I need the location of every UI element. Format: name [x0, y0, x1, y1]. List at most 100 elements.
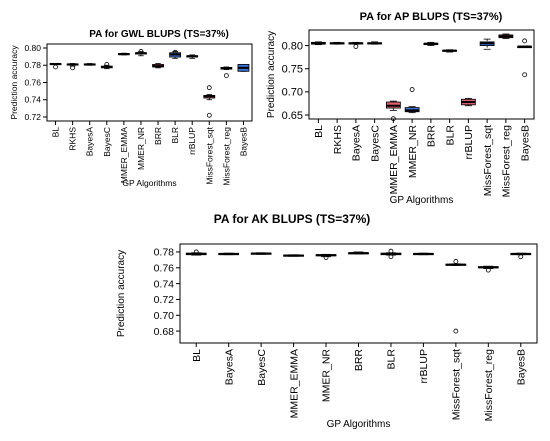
plot-frame — [179, 243, 538, 344]
y-tick-label: 0.76 — [24, 77, 41, 87]
box-BRR — [423, 41, 439, 46]
y-tick-label: 0.74 — [24, 95, 41, 105]
outlier-point — [353, 44, 359, 49]
x-tick-label: BayesA — [223, 349, 235, 385]
outlier-point — [206, 85, 212, 91]
outlier-point — [453, 259, 459, 264]
y-tick-label: 0.68 — [154, 326, 175, 338]
box-BayesA — [348, 41, 364, 49]
box-MissForest_reg — [498, 33, 514, 40]
x-tick-label: BRR — [426, 125, 438, 148]
x-tick-label: BL — [313, 125, 325, 138]
y-tick-label: 0.72 — [154, 294, 175, 306]
outlier-point — [193, 249, 199, 255]
x-tick-label: MissForest_sqt — [451, 349, 463, 420]
chart-title: PA for AP BLUPS (TS=37%) — [360, 11, 503, 23]
chart-panel-1: PA for GWL BLUPS (TS=37%) 0.72 0.74 0.76 0.7… — [9, 29, 253, 188]
x-tick-label: MMER_EMMA — [119, 127, 129, 184]
y-tick-label: 0.70 — [282, 87, 303, 99]
x-tick-label: MissForest_reg — [483, 349, 495, 422]
y-tick-label: 0.78 — [24, 60, 41, 70]
outlier-point — [388, 248, 394, 254]
y-tick-label: 0.80 — [24, 43, 41, 53]
box-BayesC — [250, 252, 272, 255]
y-tick-label: 0.75 — [282, 64, 303, 76]
y-tick-label: 0.74 — [154, 278, 175, 290]
x-tick-label: RKHS — [68, 127, 78, 151]
box-BayesA — [218, 252, 240, 256]
x-axis-label: GP Algorithms — [390, 195, 454, 206]
x-tick-label: MissForest_sqt — [204, 126, 214, 184]
y-tick-label: 0.65 — [282, 110, 303, 122]
outlier-point — [206, 112, 212, 118]
outlier-point — [388, 254, 394, 260]
y-tick-label: 0.78 — [154, 247, 175, 259]
box-BLR — [169, 49, 182, 59]
x-tick-label: BRR — [153, 127, 163, 145]
box-MissForest_sqt — [203, 85, 216, 118]
x-tick-label: MMER_EMMA — [388, 125, 400, 194]
x-tick-label: BL — [51, 127, 61, 138]
box-MMER_NR — [315, 253, 337, 260]
box-rrBLUP — [460, 97, 476, 107]
box-BayesB — [510, 252, 532, 260]
box-rrBLUP — [186, 54, 199, 59]
outlier-point — [138, 49, 144, 54]
box-BL — [310, 41, 326, 46]
x-tick-label: RKHS — [332, 125, 344, 154]
x-axis-label: GP Algorithms — [327, 419, 391, 430]
box-BayesC — [100, 61, 113, 70]
chart-title: PA for AK BLUPS (TS=37%) — [214, 212, 371, 226]
box-RKHS — [329, 41, 345, 45]
x-tick-label: BayesC — [369, 125, 381, 162]
x-tick-label: MMER_NR — [407, 125, 419, 179]
box-BayesC — [367, 41, 383, 45]
box-MissForest_reg — [477, 265, 499, 273]
box-MMER_EMMA — [385, 100, 401, 122]
box-MissForest_reg — [220, 66, 233, 78]
x-tick-label: rrBLUP — [463, 125, 475, 159]
chart-panel-3: PA for AK BLUPS (TS=37%) 0.68 0.70 0.72 0.74… — [116, 212, 538, 430]
y-tick-label: 0.70 — [154, 310, 175, 322]
x-tick-label: MMER_NR — [321, 349, 333, 403]
x-tick-label: BayesA — [351, 125, 363, 161]
outlier-point — [390, 116, 396, 122]
chart-panel-2: PA for AP BLUPS (TS=37%) 0.65 0.70 0.75 0.80… — [266, 11, 535, 206]
x-tick-label: BLR — [386, 349, 398, 370]
x-tick-label: BLR — [170, 127, 180, 144]
outlier-point — [53, 64, 58, 70]
box-rrBLUP — [413, 252, 434, 256]
box-MissForest_sqt — [445, 259, 467, 334]
y-tick-label: 0.72 — [24, 112, 41, 122]
x-tick-label: MissForest_sqt — [482, 125, 494, 196]
x-tick-label: rrBLUP — [418, 349, 430, 383]
outlier-point — [453, 328, 459, 334]
box-MMER_NR — [404, 87, 420, 114]
plot-frame — [308, 29, 535, 120]
box-MissForest_sqt — [479, 38, 495, 50]
outlier-point — [104, 61, 110, 67]
outlier-point — [172, 49, 178, 55]
outlier-point — [522, 72, 528, 78]
x-tick-label: BayesA — [85, 127, 95, 157]
box-BLR — [380, 248, 402, 260]
x-axis-label: GP Algorithms — [122, 178, 176, 188]
x-tick-label: BLR — [444, 125, 456, 146]
x-tick-label: MissForest_reg — [501, 125, 513, 198]
box-MMER_EMMA — [283, 254, 304, 257]
outlier-point — [223, 73, 229, 78]
outlier-point — [518, 254, 524, 260]
box-RKHS — [66, 63, 79, 71]
x-tick-label: rrBLUP — [187, 127, 197, 155]
outlier-point — [485, 267, 491, 273]
box-BL — [49, 62, 62, 70]
x-tick-label: BayesB — [519, 125, 531, 161]
x-tick-label: MMER_NR — [136, 127, 146, 170]
outlier-point — [323, 255, 329, 260]
y-axis-label: Prediction accuracy — [116, 250, 127, 337]
outlier-point — [409, 87, 415, 92]
x-tick-label: MMER_EMMA — [288, 349, 300, 418]
chart-title: PA for GWL BLUPS (TS=37%) — [89, 29, 229, 40]
box-MMER_EMMA — [117, 52, 130, 56]
